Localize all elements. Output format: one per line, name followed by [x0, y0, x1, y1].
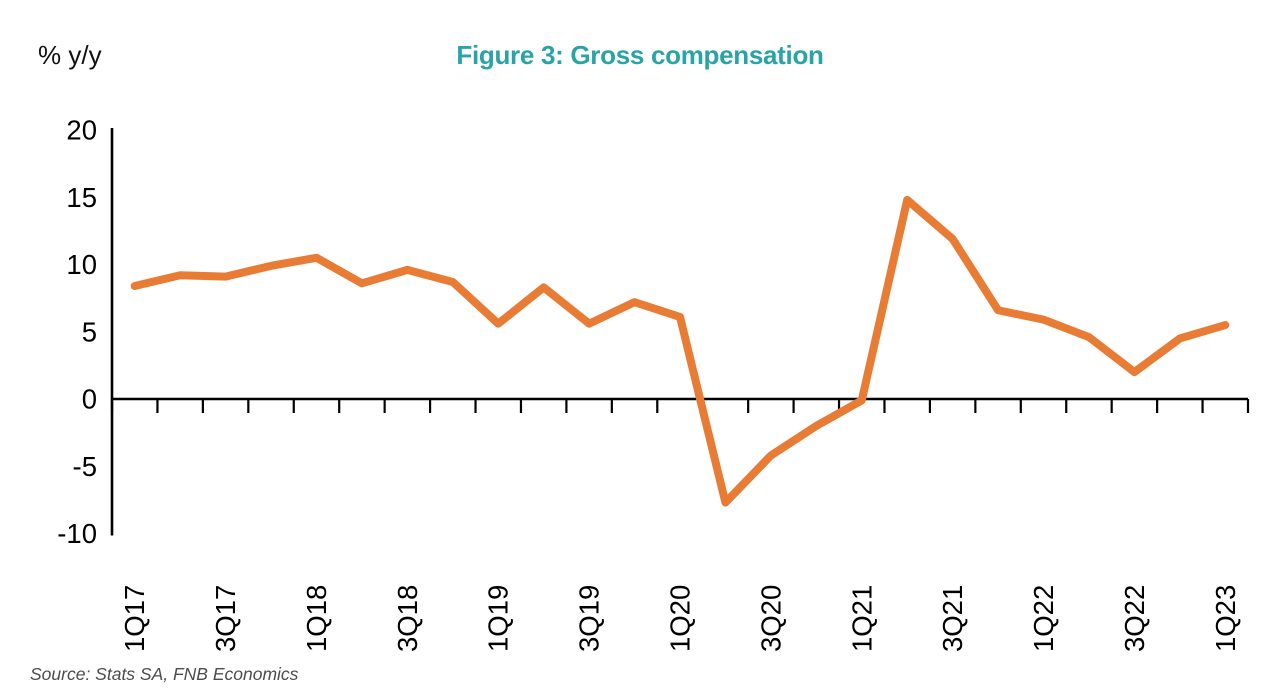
source-note: Source: Stats SA, FNB Economics	[30, 664, 299, 684]
y-tick-label: -10	[57, 518, 97, 549]
x-tick-label: 3Q18	[392, 585, 423, 652]
y-tick-label: 10	[66, 249, 97, 280]
data-line-gross-compensation	[130, 195, 1230, 507]
chart-title: Figure 3: Gross compensation	[456, 40, 824, 70]
x-tick-label: 1Q20	[665, 585, 696, 652]
x-tick-label: 1Q19	[483, 585, 514, 652]
y-axis-unit-label: % y/y	[38, 40, 102, 70]
x-tick-label: 1Q17	[119, 585, 150, 652]
x-tick-label: 3Q22	[1119, 585, 1150, 652]
y-tick-label: -5	[73, 451, 97, 482]
x-tick-label: 3Q19	[574, 585, 605, 652]
x-tick-label: 3Q21	[937, 585, 968, 652]
x-tick-label: 3Q20	[755, 585, 786, 652]
y-tick-label: 15	[66, 182, 97, 213]
x-tick-label: 1Q23	[1210, 585, 1241, 652]
x-tick-label: 1Q21	[846, 585, 877, 652]
x-tick-label: 1Q18	[301, 585, 332, 652]
x-tick-label: 3Q17	[210, 585, 241, 652]
y-tick-label: 20	[66, 115, 97, 146]
y-tick-label: 5	[82, 316, 97, 347]
x-tick-label: 1Q22	[1028, 585, 1059, 652]
y-tick-label: 0	[82, 384, 97, 415]
